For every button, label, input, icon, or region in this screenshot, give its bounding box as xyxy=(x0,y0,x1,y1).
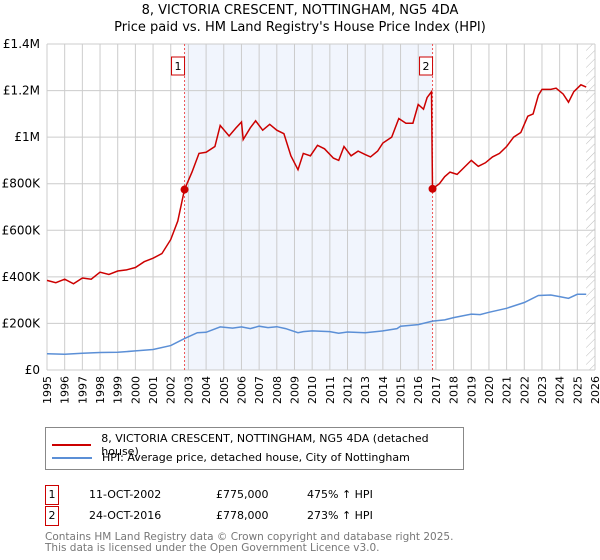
footer: Contains HM Land Registry data © Crown c… xyxy=(45,532,453,554)
x-tick-label: 2015 xyxy=(395,376,408,404)
sale-price: £775,000 xyxy=(216,488,269,501)
sale-point xyxy=(180,185,189,194)
property-price-line xyxy=(46,83,587,285)
sale-price: £778,000 xyxy=(216,509,269,522)
sale-label-box xyxy=(419,56,434,76)
y-tick-label: £1.2M xyxy=(3,84,40,98)
y-tick-label: £0 xyxy=(25,363,40,377)
x-tick-label: 1995 xyxy=(41,376,54,404)
x-tick-label: 2014 xyxy=(377,376,390,404)
legend-label-hpi: HPI: Average price, detached house, City… xyxy=(102,451,410,464)
x-tick-label: 2019 xyxy=(465,376,478,404)
x-tick-label: 2011 xyxy=(324,376,337,404)
x-tick-label: 2000 xyxy=(129,376,142,404)
x-tick-label: 2004 xyxy=(200,376,213,404)
legend-swatch-hpi xyxy=(52,456,92,459)
x-tick-label: 2006 xyxy=(235,376,248,404)
x-tick-label: 2003 xyxy=(182,376,195,404)
y-tick-label: £200K xyxy=(2,316,42,330)
x-tick-label: 2023 xyxy=(536,376,549,404)
x-tick-label: 2026 xyxy=(589,376,600,404)
x-tick-label: 2012 xyxy=(342,376,355,404)
plot-area: 1995 1996 1997 1998 1999 2000 2001 2002 2003 2004… xyxy=(2,37,600,404)
x-tick-label: 1997 xyxy=(76,376,89,404)
ownership-shade xyxy=(184,44,433,370)
sale-hpi: 475% ↑ HPI xyxy=(307,488,373,501)
x-tick-label: 1998 xyxy=(94,376,107,404)
y-tick-label: £600K xyxy=(2,223,42,237)
sale-label-number: 2 xyxy=(423,60,430,73)
x-tick-label: 2025 xyxy=(571,376,584,404)
footer-line-1: Contains HM Land Registry data © Crown c… xyxy=(45,531,454,543)
x-tick-label: 1996 xyxy=(59,376,72,404)
x-tick-label: 2007 xyxy=(253,376,266,404)
x-tick-label: 2008 xyxy=(271,376,284,404)
x-tick-label: 1999 xyxy=(112,376,125,404)
sale-point xyxy=(428,184,437,193)
legend-label-property: 8, VICTORIA CRESCENT, NOTTINGHAM, NG5 4D… xyxy=(101,432,429,458)
y-tick-label: £800K xyxy=(2,177,42,191)
sale-row-1: 1 11-OCT-2002 £775,000 475% ↑ HPI xyxy=(45,485,445,507)
legend-swatch-property xyxy=(52,444,92,446)
y-tick-label: £400K xyxy=(2,270,42,284)
sale-label-number: 1 xyxy=(175,60,182,73)
x-tick-label: 2013 xyxy=(359,376,372,404)
sale-hpi: 273% ↑ HPI xyxy=(307,509,373,522)
y-tick-label: £1.4M xyxy=(3,37,40,51)
x-tick-label: 2002 xyxy=(165,376,178,404)
sale-badge: 1 xyxy=(45,485,59,505)
sale-label-box xyxy=(171,56,186,76)
legend: 8, VICTORIA CRESCENT, NOTTINGHAM, NG5 4D… xyxy=(45,427,464,470)
x-tick-label: 2021 xyxy=(501,376,514,404)
x-tick-label: 2001 xyxy=(147,376,160,404)
hpi-line xyxy=(46,293,587,355)
sale-date: 24-OCT-2016 xyxy=(89,509,162,522)
x-tick-label: 2018 xyxy=(448,376,461,404)
x-tick-label: 2005 xyxy=(218,376,231,404)
forecast-hatch xyxy=(586,44,595,370)
x-tick-label: 2024 xyxy=(554,376,567,404)
x-tick-label: 2016 xyxy=(412,376,425,404)
x-tick-label: 2009 xyxy=(288,376,301,404)
x-tick-label: 2010 xyxy=(306,376,319,404)
x-tick-label: 2017 xyxy=(430,376,443,404)
x-tick-label: 2020 xyxy=(483,376,496,404)
chart-subtitle: Price paid vs. HM Land Registry's House … xyxy=(114,20,486,35)
sale-date: 11-OCT-2002 xyxy=(89,488,162,501)
footer-line-2: This data is licensed under the Open Gov… xyxy=(45,542,380,554)
y-tick-label: £1M xyxy=(14,130,40,144)
x-tick-label: 2022 xyxy=(518,376,531,404)
sale-row-2: 2 24-OCT-2016 £778,000 273% ↑ HPI xyxy=(45,506,445,528)
sale-badge: 2 xyxy=(45,506,59,526)
chart-title: 8, VICTORIA CRESCENT, NOTTINGHAM, NG5 4D… xyxy=(141,3,459,18)
